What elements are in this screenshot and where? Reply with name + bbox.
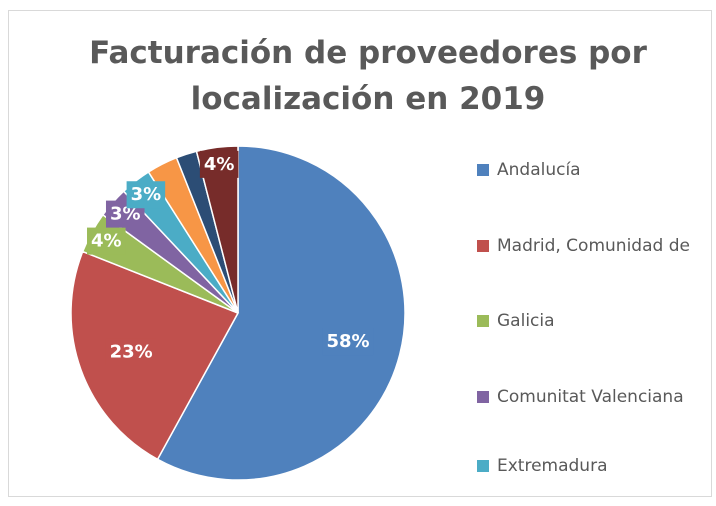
legend-swatch: [477, 240, 489, 252]
legend-label: Comunitat Valenciana: [497, 387, 684, 407]
legend-swatch: [477, 315, 489, 327]
data-label-text: 3%: [110, 204, 141, 225]
pie-slice: [156, 145, 406, 481]
data-label-box: [126, 181, 166, 209]
data-label-text: 23%: [110, 341, 153, 362]
legend-item: Andalucía: [477, 155, 702, 185]
data-label-box: [87, 227, 126, 255]
legend-label: Galicia: [497, 311, 555, 331]
legend-swatch: [477, 164, 489, 176]
legend-item: Madrid, Comunidad de: [477, 231, 702, 261]
legend-label: Madrid, Comunidad de: [497, 236, 690, 256]
data-label-box: [199, 150, 239, 178]
legend-label: Andalucía: [497, 160, 581, 180]
data-label-box: [105, 338, 157, 366]
data-label-text: 4%: [204, 154, 235, 175]
data-label-box: [322, 328, 374, 356]
legend-item: Galicia: [477, 306, 702, 336]
data-label-text: 58%: [326, 331, 369, 352]
legend-swatch: [477, 391, 489, 403]
pie-slice: [195, 145, 239, 314]
legend-label: Extremadura: [497, 456, 608, 476]
data-label: 4%: [199, 150, 239, 178]
legend-item: Extremadura: [477, 451, 702, 481]
legend-swatch: [477, 460, 489, 472]
data-label: 23%: [105, 338, 157, 366]
data-label-text: 4%: [91, 231, 122, 252]
data-label-text: 3%: [131, 184, 162, 205]
data-label: 58%: [322, 328, 374, 356]
chart-title: Facturación de proveedores por localizac…: [89, 35, 647, 117]
legend-item: Comunitat Valenciana: [477, 382, 702, 412]
data-label: 3%: [126, 181, 166, 209]
data-label: 4%: [87, 227, 126, 255]
